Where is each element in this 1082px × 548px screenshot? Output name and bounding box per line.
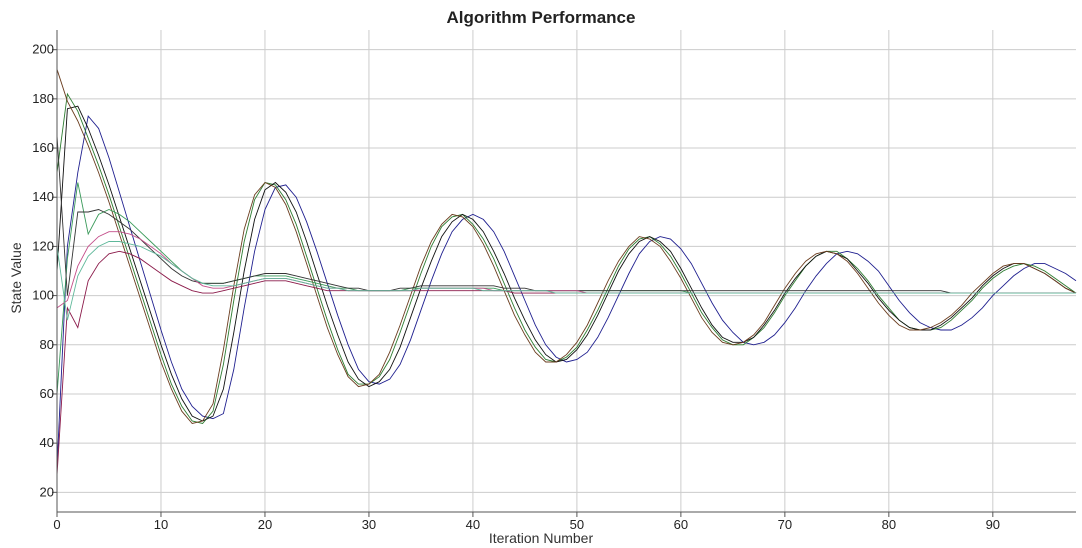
y-tick-label: 40: [40, 435, 54, 450]
chart-title: Algorithm Performance: [447, 8, 636, 27]
y-tick-label: 200: [32, 42, 54, 57]
x-tick-label: 0: [53, 517, 60, 532]
axis-layer: 0 10 20 30 40 50 60 70 80 90 20 40 60 80 100 120 140 160 1…: [32, 30, 1076, 532]
x-tick-label: 80: [882, 517, 896, 532]
x-tick-label: 90: [986, 517, 1000, 532]
y-tick-label: 120: [32, 238, 54, 253]
series-line-4: [56, 69, 1077, 425]
x-axis-label: Iteration Number: [489, 530, 594, 546]
y-tick-label: 160: [32, 140, 54, 155]
x-tick-label: 50: [570, 517, 584, 532]
y-tick-label: 100: [32, 288, 54, 303]
y-tick-label: 20: [40, 484, 54, 499]
x-tick-label: 60: [674, 517, 688, 532]
grid-layer: [57, 30, 1076, 512]
y-tick-label: 180: [32, 91, 54, 106]
series-line-3: [56, 105, 1077, 422]
y-axis-label: State Value: [8, 242, 24, 314]
y-tick-label: 80: [40, 337, 54, 352]
x-tick-label: 20: [258, 517, 272, 532]
x-tick-label: 70: [778, 517, 792, 532]
series-line-9: [56, 241, 1076, 321]
x-tick-label: 40: [466, 517, 480, 532]
y-tick-label: 140: [32, 189, 54, 204]
x-tick-label: 10: [154, 517, 168, 532]
y-tick-label: 60: [40, 386, 54, 401]
series-line-1: [56, 115, 1077, 468]
x-tick-label: 30: [362, 517, 376, 532]
series-layer: [56, 69, 1077, 476]
